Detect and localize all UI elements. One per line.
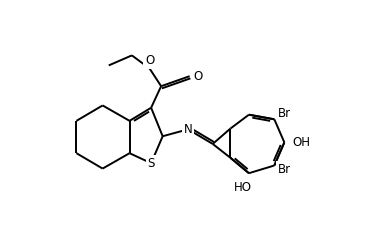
Text: N: N [184, 123, 192, 136]
Text: O: O [194, 70, 203, 83]
Text: Br: Br [278, 107, 291, 120]
Text: HO: HO [234, 181, 252, 194]
Text: S: S [147, 157, 155, 170]
Text: OH: OH [292, 136, 310, 149]
Text: O: O [145, 54, 154, 67]
Text: Br: Br [278, 163, 291, 176]
